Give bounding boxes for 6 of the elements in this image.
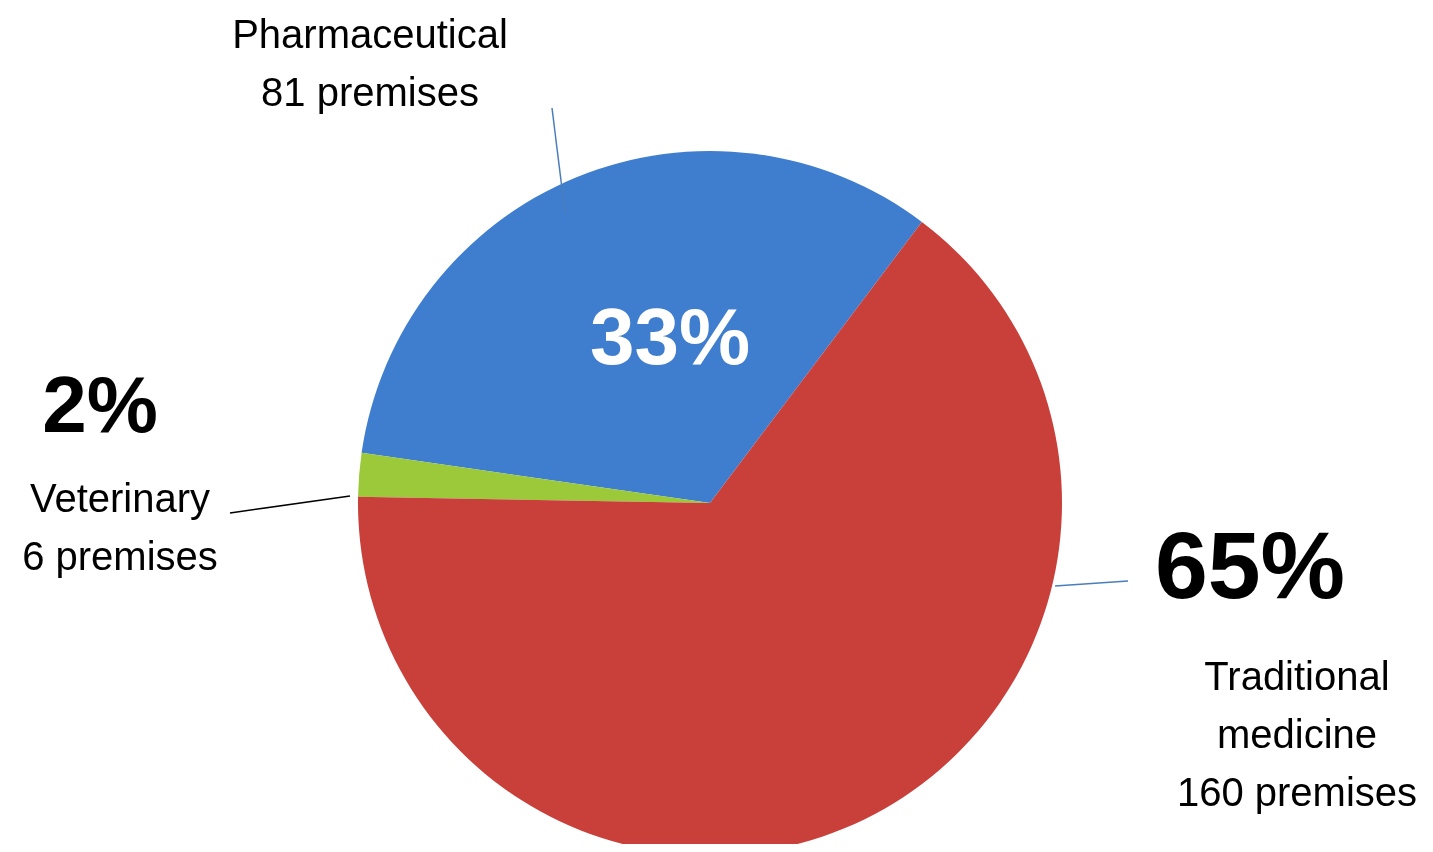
slice-label: Traditional medicine 160 premises xyxy=(1176,654,1418,814)
slice-label: Veterinary 6 premises xyxy=(22,476,218,578)
data-label: 65% xyxy=(1154,512,1346,618)
slice-label: Pharmaceutical 81 premises xyxy=(232,12,508,114)
data-label: 33% xyxy=(589,292,751,381)
data-label: 2% xyxy=(42,360,158,449)
